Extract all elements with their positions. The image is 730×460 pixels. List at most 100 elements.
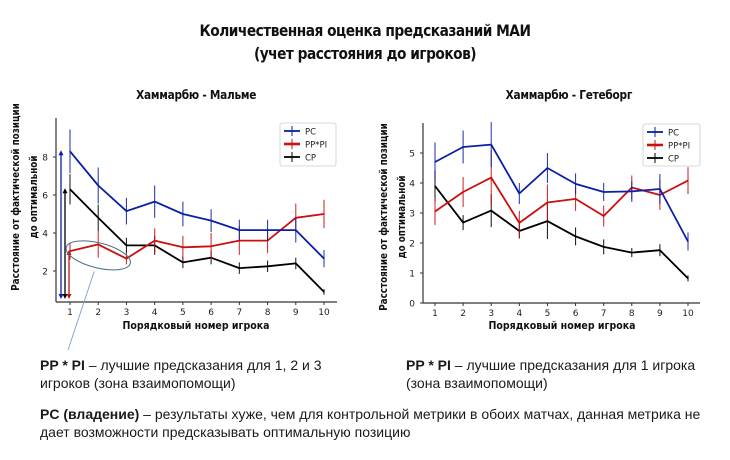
note-right-text: – лучшие предсказания для 1 игрока (зона…: [406, 357, 696, 391]
note-bottom: PC (владение) – результаты хуже, чем для…: [40, 405, 730, 441]
data-point: [518, 222, 520, 224]
series-line: [69, 188, 325, 293]
x-tick-label: 1: [67, 308, 73, 318]
data-point: [546, 201, 549, 204]
y-tick-label: 2: [42, 268, 48, 278]
data-point: [323, 291, 325, 293]
data-point: [434, 185, 436, 187]
note-left-text: – лучшие предсказания для 1, 2 и 3 игрок…: [40, 357, 322, 391]
legend-label: PP*PI: [305, 141, 327, 151]
data-point: [574, 235, 577, 237]
slide-title-line1: Количественная оценка предсказаний МАИ: [199, 21, 531, 40]
x-tick-label: 2: [95, 308, 101, 318]
right-chart-title: Хаммарбю - Гетеборг: [505, 88, 633, 102]
arrow-cp: [62, 188, 68, 299]
data-point: [295, 229, 297, 231]
x-tick-label: 2: [460, 309, 466, 319]
y-tick-label: 6: [42, 192, 48, 202]
data-point: [518, 192, 520, 195]
legend-label: PC: [305, 128, 316, 138]
series-line: [69, 150, 325, 260]
note-right: PP * PI – лучшие предсказания для 1 игро…: [406, 356, 726, 392]
y-tick-label: 4: [42, 230, 48, 240]
data-point: [238, 267, 240, 269]
data-point: [125, 210, 128, 212]
chart-left: 2 4 6 8 1 2 3 4 5 6 7 8 9 10 Порядковый номер игрока Ра…: [9, 103, 337, 351]
data-point: [574, 198, 577, 200]
x-tick-label: 5: [180, 308, 186, 318]
note-bottom-bold: PC (владение): [40, 406, 140, 422]
data-point: [238, 229, 240, 231]
y-axis-label-line1: Расстояние от фактической позиции: [377, 123, 390, 311]
y-axis-label-line2: до оптимальной: [28, 155, 40, 238]
arrow-pc: [58, 150, 64, 299]
data-point: [266, 265, 269, 267]
data-point: [659, 249, 661, 251]
y-tick-label: 5: [409, 150, 415, 160]
arrow-head-down: [58, 294, 64, 299]
y-tick-label: 1: [409, 270, 415, 280]
legend-box: [642, 123, 701, 167]
data-point: [125, 258, 128, 260]
x-tick-label: 1: [432, 309, 438, 319]
slide-title-line2: (учет расстояния до игроков): [253, 44, 477, 63]
data-point: [490, 210, 492, 212]
data-point: [182, 213, 184, 215]
series-line: [69, 213, 325, 260]
data-point: [323, 213, 325, 215]
y-tick-label: 3: [409, 210, 415, 220]
chart-right: 0 1 2 3 4 5 1 2 3 4 5 6 7 8 9 10 Порядковый номер игрока…: [377, 122, 701, 332]
legend-box: [279, 122, 337, 167]
series-ppxpi: [69, 199, 325, 265]
x-tick-label: 3: [124, 308, 130, 318]
legend-label: CP: [305, 154, 316, 164]
x-tick-label: 4: [516, 309, 522, 319]
data-point: [603, 215, 605, 217]
arrow-head-down: [66, 294, 72, 299]
arrow-head-up: [58, 150, 64, 156]
data-point: [154, 201, 156, 203]
x-tick-label: 4: [152, 308, 158, 318]
data-point: [97, 243, 99, 245]
data-point: [295, 262, 297, 264]
data-point: [462, 146, 464, 148]
data-point: [210, 220, 212, 222]
series-line: [434, 143, 689, 242]
note-left-bold: PP * PI: [40, 357, 85, 373]
highlight-ellipse: [65, 240, 131, 271]
data-point: [687, 240, 689, 243]
data-point: [631, 252, 633, 254]
data-point: [266, 229, 269, 231]
data-point: [97, 184, 99, 187]
data-point: [546, 220, 549, 222]
x-axis-label: Порядковый номер игрока: [122, 319, 269, 332]
data-point: [69, 150, 71, 152]
arrow-head-down: [62, 294, 68, 299]
data-point: [182, 261, 184, 264]
y-axis-label-line1: Расстояние от фактической позиции: [9, 103, 22, 291]
data-point: [631, 190, 633, 192]
series-ppxpi: [434, 150, 689, 235]
y-tick-label: 0: [409, 300, 415, 310]
x-tick-label: 3: [488, 309, 494, 319]
data-point: [603, 246, 605, 248]
x-tick-label: 8: [629, 309, 635, 319]
x-tick-label: 7: [601, 309, 607, 319]
arrow-head-up: [62, 188, 68, 194]
series-pc: [434, 122, 689, 251]
data-point: [687, 277, 689, 279]
left-chart-title: Хаммарбю - Мальме: [136, 88, 257, 102]
data-point: [490, 144, 492, 146]
x-tick-label: 6: [573, 309, 579, 319]
legend-label: PC: [668, 129, 679, 139]
data-point: [210, 245, 212, 247]
data-point: [69, 188, 71, 190]
y-axis-label-line2: до оптимальной: [396, 175, 408, 258]
x-tick-label: 8: [265, 308, 271, 318]
x-tick-label: 6: [208, 308, 214, 318]
y-tick-label: 8: [42, 154, 48, 164]
x-tick-label: 9: [657, 309, 663, 319]
x-tick-label: 10: [682, 309, 694, 319]
series-cp: [69, 174, 325, 295]
